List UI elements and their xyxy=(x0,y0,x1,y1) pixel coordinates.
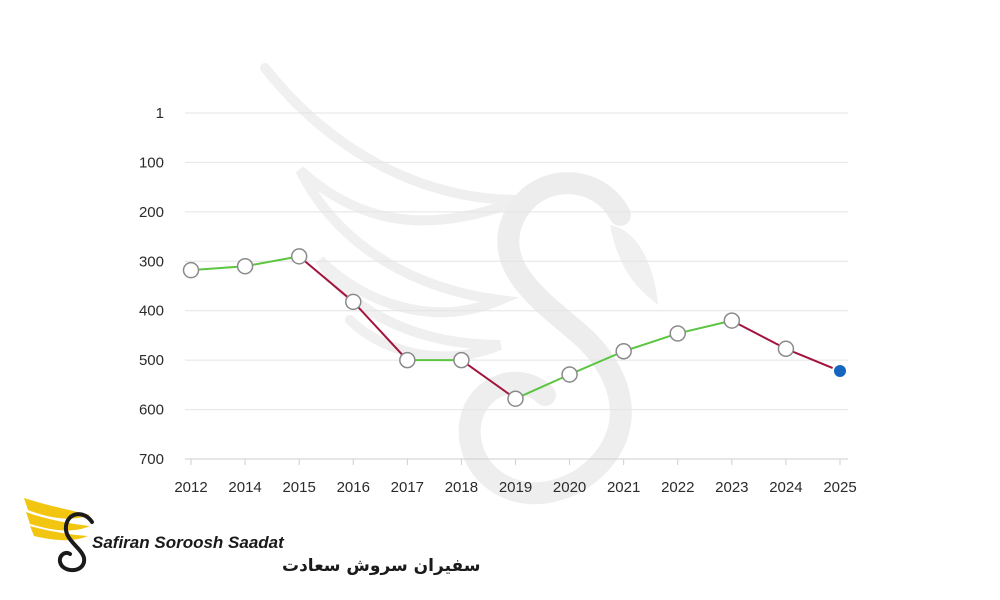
y-tick-label: 1 xyxy=(156,105,164,122)
x-tick-label: 2012 xyxy=(174,479,207,496)
x-tick-label: 2024 xyxy=(769,479,802,496)
data-point[interactable] xyxy=(345,293,362,311)
swan-wing-icon xyxy=(24,498,94,573)
x-tick-label: 2015 xyxy=(282,479,315,496)
data-point[interactable] xyxy=(453,351,470,369)
x-tick-label: 2023 xyxy=(715,479,748,496)
y-tick-label: 200 xyxy=(139,204,164,221)
logo-name-fa: سفیران سروش سعادت xyxy=(282,556,480,576)
watermark-swan-icon xyxy=(260,63,658,505)
line-segment xyxy=(460,359,517,400)
line-segment xyxy=(731,319,787,350)
x-tick-label: 2025 xyxy=(823,479,856,496)
x-tick-label: 2018 xyxy=(445,479,478,496)
data-point[interactable] xyxy=(290,248,308,265)
line-segment xyxy=(569,350,625,376)
data-point[interactable] xyxy=(723,312,741,329)
y-tick-label: 600 xyxy=(139,402,164,419)
line-segment xyxy=(298,255,354,303)
data-point[interactable] xyxy=(669,325,686,342)
line-segment xyxy=(515,373,570,400)
x-tick-label: 2021 xyxy=(607,479,640,496)
line-segment xyxy=(677,319,733,335)
logo-name-en: Safiran Soroosh Saadat xyxy=(92,533,285,552)
line-segment xyxy=(352,301,409,361)
y-tick-label: 500 xyxy=(139,352,164,369)
data-point[interactable] xyxy=(561,366,578,383)
x-tick-label: 2014 xyxy=(228,479,261,496)
x-tick-label: 2016 xyxy=(337,479,370,496)
y-tick-label: 700 xyxy=(139,451,164,468)
logo: Safiran Soroosh Saadat سفیران سروش سعادت xyxy=(24,498,480,576)
line-segment xyxy=(623,332,679,353)
y-tick-label: 100 xyxy=(139,154,164,171)
line-segment xyxy=(785,347,841,372)
y-axis-ticks: 1 100 200 300 400 500 600 700 xyxy=(139,105,164,468)
data-point[interactable] xyxy=(236,257,254,275)
x-axis-ticks: 2012 2014 2015 2016 2017 2018 2019 2020 2021 2022… xyxy=(174,459,857,496)
line-segment xyxy=(190,265,246,272)
data-point[interactable] xyxy=(832,363,848,380)
x-tick-label: 2020 xyxy=(553,479,586,496)
y-tick-label: 300 xyxy=(139,253,164,270)
line-segment xyxy=(244,255,300,268)
x-tick-label: 2017 xyxy=(391,479,424,496)
data-point[interactable] xyxy=(399,351,416,369)
data-point[interactable] xyxy=(507,390,524,407)
y-tick-label: 400 xyxy=(139,303,164,320)
series-line xyxy=(190,255,841,400)
data-point[interactable] xyxy=(777,340,795,358)
x-tick-label: 2022 xyxy=(661,479,694,496)
data-point[interactable] xyxy=(182,261,200,279)
x-tick-label: 2019 xyxy=(499,479,532,496)
data-point[interactable] xyxy=(615,342,632,360)
series-points xyxy=(182,248,848,407)
